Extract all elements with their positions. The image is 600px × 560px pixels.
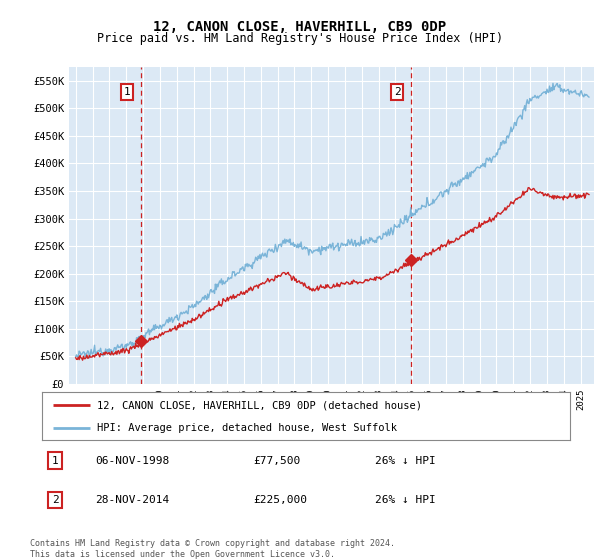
Text: 28-NOV-2014: 28-NOV-2014 (95, 495, 169, 505)
Text: 1: 1 (124, 87, 130, 97)
Text: 12, CANON CLOSE, HAVERHILL, CB9 0DP (detached house): 12, CANON CLOSE, HAVERHILL, CB9 0DP (det… (97, 400, 422, 410)
Text: 2: 2 (52, 495, 59, 505)
Text: £225,000: £225,000 (253, 495, 307, 505)
Text: 12, CANON CLOSE, HAVERHILL, CB9 0DP: 12, CANON CLOSE, HAVERHILL, CB9 0DP (154, 20, 446, 34)
Text: 26% ↓ HPI: 26% ↓ HPI (374, 495, 436, 505)
Text: 26% ↓ HPI: 26% ↓ HPI (374, 455, 436, 465)
Text: Contains HM Land Registry data © Crown copyright and database right 2024.
This d: Contains HM Land Registry data © Crown c… (30, 539, 395, 559)
Text: HPI: Average price, detached house, West Suffolk: HPI: Average price, detached house, West… (97, 423, 397, 433)
Text: £77,500: £77,500 (253, 455, 301, 465)
Text: 06-NOV-1998: 06-NOV-1998 (95, 455, 169, 465)
Text: 1: 1 (52, 455, 59, 465)
Text: Price paid vs. HM Land Registry's House Price Index (HPI): Price paid vs. HM Land Registry's House … (97, 32, 503, 45)
Text: 2: 2 (394, 87, 401, 97)
